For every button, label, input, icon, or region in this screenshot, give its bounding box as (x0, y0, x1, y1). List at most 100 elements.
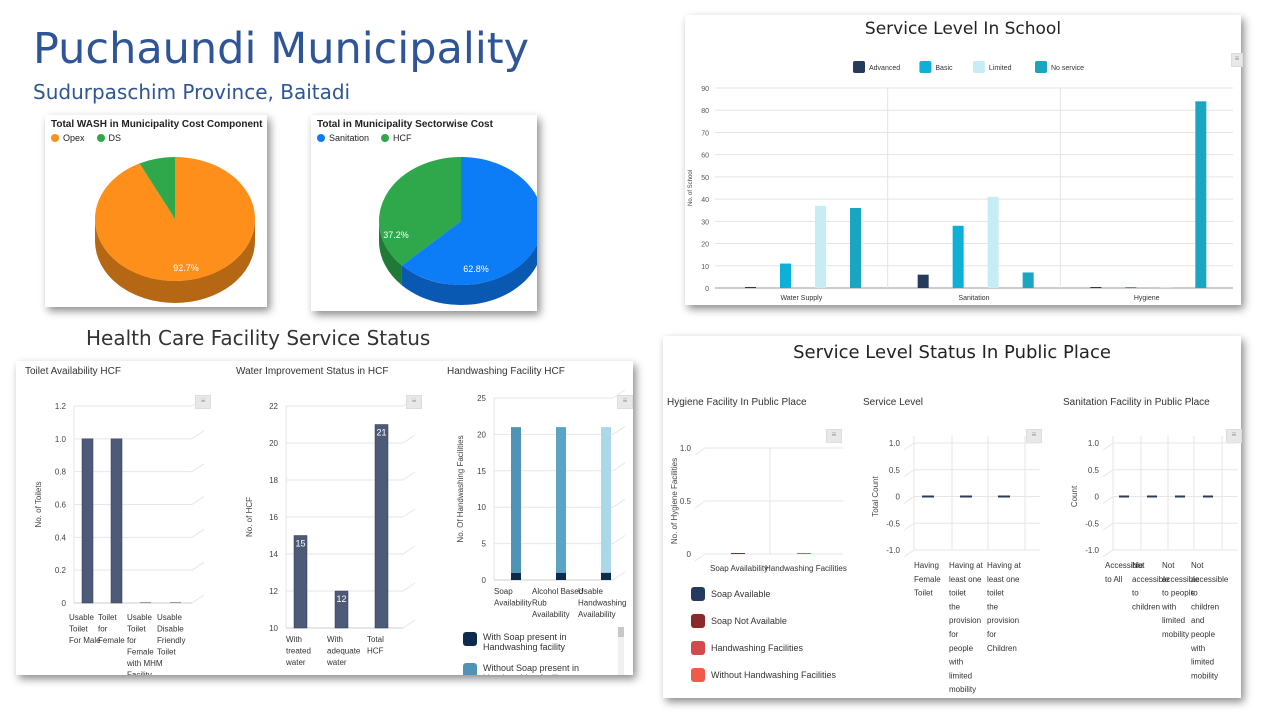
stacked-bar-segment (511, 427, 521, 573)
hamburger-menu-icon[interactable]: ≡ (617, 395, 633, 409)
legend-sanitation[interactable]: Sanitation (317, 133, 369, 143)
legend-label: HCF (393, 133, 412, 143)
x-tick-label: water (285, 658, 306, 667)
gridline-3d (903, 469, 915, 478)
x-tick-label: Rub (532, 599, 547, 608)
x-tick-label: Toilet (914, 589, 933, 598)
gridline-3d (612, 571, 626, 581)
x-tick-label: Total (367, 635, 384, 644)
gridline-3d (612, 498, 626, 508)
legend-label: Soap Not Available (711, 616, 787, 626)
gridline-3d (191, 594, 205, 604)
x-tick-label: limited (1162, 616, 1185, 625)
y-tick-label: 0 (687, 550, 692, 559)
stacked-bar-segment (601, 572, 611, 580)
y-tick-label: 1.0 (55, 435, 67, 444)
x-tick-label: and (1191, 616, 1204, 625)
y-tick-label: 20 (701, 242, 709, 249)
x-tick-label: Availability (494, 599, 532, 608)
y-tick-label: 22 (269, 402, 278, 411)
x-tick-label: Disable (157, 625, 184, 634)
legend-opex[interactable]: Opex (51, 133, 85, 143)
legend-ds[interactable]: DS (96, 133, 121, 143)
hamburger-menu-icon[interactable]: ≡ (826, 429, 842, 443)
bar (850, 208, 861, 288)
gridline-3d (191, 463, 205, 473)
hygiene-chart-title: Hygiene Facility In Public Place (667, 397, 807, 408)
service-level-chart-title: Service Level (863, 397, 924, 408)
gridline-3d (402, 471, 416, 481)
x-tick-label: Not (1191, 561, 1204, 570)
hamburger-menu-icon[interactable]: ≡ (195, 395, 211, 409)
bar (987, 196, 999, 288)
y-tick-label: 80 (701, 108, 709, 115)
pie-slice-side (401, 244, 537, 305)
legend-label: No service (1051, 65, 1084, 72)
y-axis-label: No. of Hygiene Facilities (670, 458, 679, 544)
legend-without-soap[interactable]: Without Soap present in Handwashing faci… (463, 663, 618, 675)
y-tick-label: 90 (701, 86, 709, 93)
hcf-panel: Toilet Availability HCF Water Improvemen… (16, 361, 633, 675)
x-tick-label: Not (1132, 561, 1145, 570)
y-tick-label: 5 (482, 540, 487, 549)
x-tick-label: Hygiene (1134, 295, 1160, 302)
y-tick-label: 30 (701, 219, 709, 226)
y-tick-label: 16 (269, 513, 278, 522)
y-tick-label: 40 (701, 197, 709, 204)
gridline-3d (191, 496, 205, 505)
x-tick-label: Usable (578, 587, 603, 596)
legend-scrollbar[interactable] (618, 627, 624, 675)
x-tick-label: provision (987, 616, 1019, 625)
legend-soap-available[interactable]: Soap Available (691, 587, 770, 601)
legend-label: Without Handwashing Facilities (711, 670, 837, 680)
y-axis-label: No. of Toilets (34, 481, 43, 527)
legend-label: Handwashing Facilities (711, 643, 804, 653)
legend-swatch (972, 61, 985, 73)
x-tick-label: provision (949, 616, 981, 625)
legend-without-handwashing[interactable]: Without Handwashing Facilities (691, 668, 836, 682)
y-tick-label: 0 (705, 286, 709, 293)
y-tick-label: 0.5 (1088, 466, 1100, 475)
hcf-bar-charts: 0 0.2 0.4 0.6 0.8 1.0 1.2 No. of Toilets Usable T… (34, 389, 626, 675)
legend-with-soap[interactable]: With Soap present in Handwashing facilit… (463, 632, 618, 652)
legend-label: Opex (63, 133, 85, 143)
gridline-3d (191, 528, 205, 538)
gridline-3d (694, 447, 706, 456)
y-tick-label: 10 (269, 624, 278, 633)
gridline-3d (694, 553, 706, 562)
y-axis-label: No. Of Handwashing Facilities (456, 435, 465, 542)
legend-handwashing-facilities[interactable]: Handwashing Facilities (691, 641, 803, 655)
pie-slice (401, 157, 537, 285)
legend-hcf[interactable]: HCF (381, 133, 412, 143)
x-tick-label: for (987, 630, 997, 639)
x-tick-label: limited (1191, 658, 1214, 667)
hamburger-menu-icon[interactable]: ≡ (406, 395, 422, 409)
legend-soap-not-available[interactable]: Soap Not Available (691, 614, 787, 628)
x-tick-label: children (1132, 602, 1160, 611)
x-tick-label: water (326, 658, 347, 667)
legend-dot-icon (381, 134, 390, 142)
legend-swatch (853, 61, 865, 73)
pie-data-label: 37.2% (383, 230, 409, 240)
x-tick-label: children (1191, 602, 1219, 611)
toilet-chart-title: Toilet Availability HCF (25, 366, 121, 377)
x-tick-label: accessible (1191, 575, 1229, 584)
page-subtitle: Sudurpaschim Province, Baitadi (33, 80, 351, 104)
pie-data-label: 62.8% (463, 264, 489, 274)
x-tick-label: to (1132, 589, 1139, 598)
x-tick-label: with (1161, 602, 1176, 611)
stacked-bar-segment (556, 427, 566, 573)
public-place-panel: Service Level Status In Public Place Hyg… (663, 336, 1242, 698)
gridline-3d (612, 425, 626, 435)
y-tick-label: 0 (1095, 493, 1100, 502)
hamburger-menu-icon[interactable]: ≡ (1231, 53, 1243, 67)
water-chart-title: Water Improvement Status in HCF (236, 366, 389, 377)
legend-label: Basic (935, 65, 953, 72)
gridline-3d (191, 397, 205, 407)
legend-swatch-icon (691, 587, 705, 601)
x-tick-label: With (327, 635, 343, 644)
x-tick-label: toilet (987, 589, 1005, 598)
bar (293, 535, 308, 629)
stacked-bar-segment (601, 427, 611, 573)
